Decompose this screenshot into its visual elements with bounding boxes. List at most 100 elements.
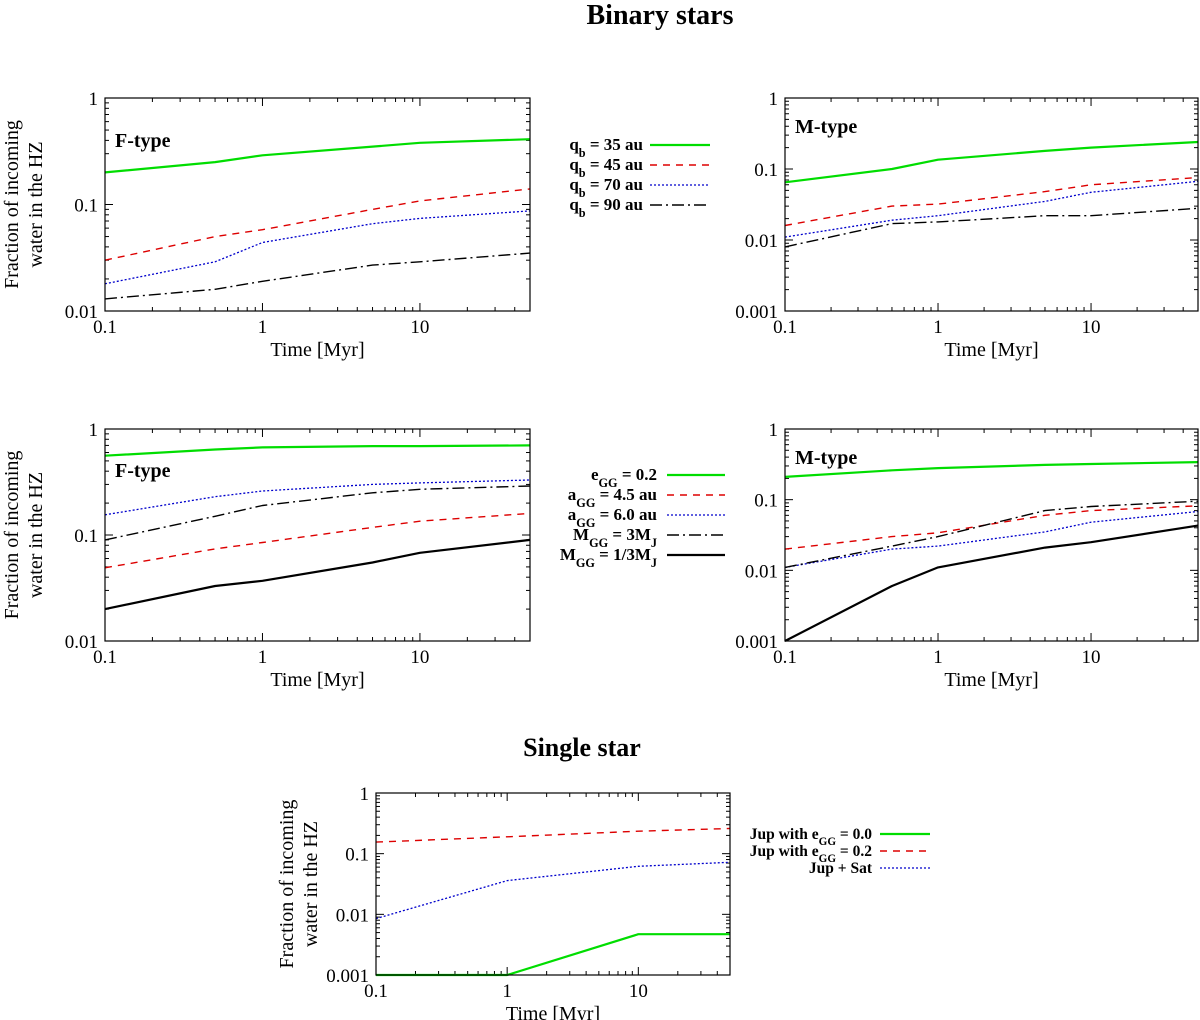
legend-entry-label: qb = 90 au [569,195,643,220]
series-line-dashdot-black [104,252,531,300]
legend-entry-label: MGG = 3MJ [573,525,657,550]
y-axis-label-line: Fraction of incoming [1,451,23,620]
minor-ticks [376,793,730,975]
legend-entry-label: MGG = 1/3MJ [560,545,657,570]
series-line-dot-blue [104,210,531,285]
legend-entry-label: aGG = 4.5 au [568,485,657,510]
figure-title-single: Single star [523,733,641,762]
x-tick-label: 0.1 [93,317,117,338]
figure-title-binary: Binary stars [587,0,734,31]
legend-text-rest: = 35 au [586,135,643,154]
x-tick-label: 10 [410,317,429,338]
x-tick-label: 1 [258,647,268,668]
legend-text-rest: = 45 au [586,155,643,174]
legend-text-main: q [569,135,579,154]
y-axis-label-line: Fraction of incoming [276,800,298,969]
x-axis-label: Time [Myr] [506,1003,600,1020]
legend-text-main: M [573,525,589,544]
legend-text-sub: GG [819,836,837,848]
y-tick-label: 0.1 [754,160,778,181]
x-tick-label: 0.1 [93,647,117,668]
legend-text-rest: = 3M [608,525,651,544]
panel-annotation: M-type [795,447,857,469]
legend-entry-label: qb = 70 au [569,175,643,200]
legend-text-main: Jup with e [750,843,819,860]
x-axis-label: Time [Myr] [944,669,1038,691]
y-tick-label: 0.1 [74,196,98,217]
legend-text-rest: = 4.5 au [595,485,657,504]
legend-text-main: q [569,175,579,194]
legend-text-sub2: J [651,536,657,550]
plot-frame [104,428,531,642]
series-line-solid-black [784,524,1199,642]
y-tick-label: 0.01 [745,231,778,252]
panel-annotation: F-type [115,130,171,152]
y-tick-label: 0.001 [735,632,778,653]
legend-text-sub: GG [819,853,837,865]
x-tick-label: 10 [1082,647,1101,668]
legend-entry-label: aGG = 6.0 au [568,505,657,530]
series-line-dot-blue [784,510,1199,569]
series-line-dot-blue [784,180,1199,238]
series-line-dashdot-black [104,485,531,541]
legend-text-rest: = 6.0 au [595,505,657,524]
x-tick-label: 1 [258,317,268,338]
panel-annotation: F-type [115,460,171,482]
series-line-dash-red [104,188,531,261]
x-tick-label: 10 [410,647,429,668]
legend-text-main: q [569,195,579,214]
x-tick-label: 0.1 [364,981,388,1002]
series-line-solid-green [104,444,531,457]
legend-entry-label: Jup with eGG = 0.2 [750,843,872,865]
y-tick-label: 0.1 [754,491,778,512]
plot-frame [784,428,1199,642]
y-axis-label-line: Fraction of incoming [1,120,23,289]
legend-text-rest: = 0.0 [836,826,872,843]
y-axis-label-line: water in the HZ [25,141,47,267]
legend-entry-label: Jup with eGG = 0.0 [750,826,872,848]
minor-ticks [105,429,530,641]
legend-text-sub: GG [599,476,619,490]
legend-text-sub: GG [576,516,596,530]
plot-frame [784,97,1199,312]
legend-text-rest: = 90 au [586,195,643,214]
series-line-dash-red [784,176,1199,227]
legend-text-rest: = 0.2 [618,465,657,484]
legend-text-main: Jup + Sat [809,860,873,877]
y-tick-label: 0.01 [65,632,98,653]
series-line-dashdot-black [784,500,1199,569]
legend-text-sub: b [579,206,586,220]
series-line-solid-green [376,933,730,977]
y-tick-label: 1 [89,89,99,110]
y-axis-label-line: water in the HZ [25,472,47,598]
y-tick-label: 1 [769,89,779,110]
x-axis-label: Time [Myr] [270,339,364,361]
legend-text-sub: b [579,166,586,180]
legend-text-sub: GG [589,536,609,550]
minor-ticks [785,98,1198,311]
x-tick-label: 1 [933,647,943,668]
series-line-dot-blue [375,861,731,920]
minor-ticks [785,429,1198,641]
series-line-dash-red [784,505,1199,550]
legend-entry-label: qb = 45 au [569,155,643,180]
legend-text-main: Jup with e [750,826,819,843]
legend-text-rest: = 70 au [586,175,643,194]
legend-text-main: e [591,465,599,484]
x-axis-label: Time [Myr] [944,339,1038,361]
legend-entry-label: Jup + Sat [809,860,873,877]
y-tick-label: 1 [360,784,370,805]
x-tick-label: 10 [1082,317,1101,338]
legend-entry-label: qb = 35 au [569,135,643,160]
legend-text-main: q [569,155,579,174]
legend-text-main: a [568,485,577,504]
y-tick-label: 1 [89,420,99,441]
